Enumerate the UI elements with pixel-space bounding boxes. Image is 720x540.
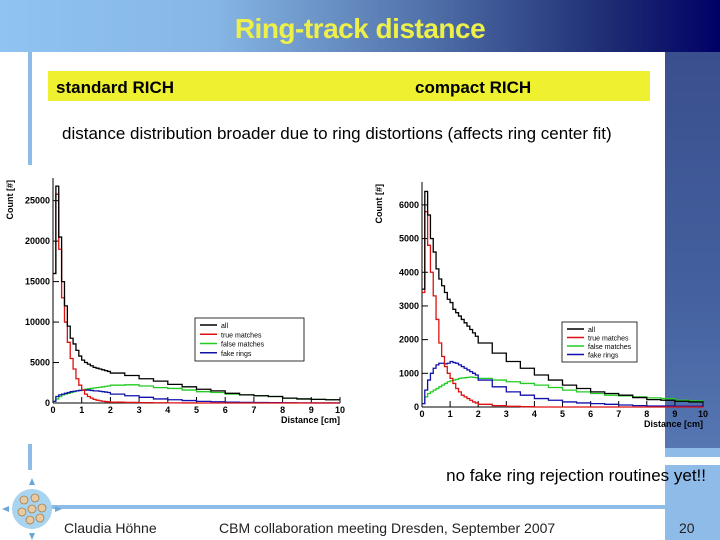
- right-decor-bar: [665, 448, 720, 457]
- footer-event: CBM collaboration meeting Dresden, Septe…: [219, 520, 556, 536]
- page-number: 20: [679, 520, 695, 536]
- y-tick-label: 1000: [399, 368, 419, 378]
- x-tick-label: 4: [532, 409, 537, 419]
- footer-divider: [45, 505, 665, 509]
- label-compact-rich: compact RICH: [415, 78, 532, 97]
- legend-label: true matches: [221, 332, 262, 339]
- x-axis-label: Distance [cm]: [644, 419, 703, 429]
- histogram-all: [422, 190, 703, 403]
- y-tick-label: 5000: [30, 358, 50, 368]
- legend-label: fake rings: [221, 351, 252, 358]
- histogram-fake-rings: [422, 360, 703, 407]
- x-tick-label: 3: [137, 405, 142, 415]
- chart-standard-rich: 0 1 2 3 4 5 6 7 8 9 10 0 5000 10000 15000 20000 25000 Dis…: [5, 178, 345, 425]
- x-tick-label: 2: [108, 405, 113, 415]
- x-tick-label: 3: [504, 409, 509, 419]
- x-tick-label: 1: [79, 405, 84, 415]
- legend-label: all: [221, 323, 228, 330]
- x-tick-label: 8: [644, 409, 649, 419]
- histogram-all: [53, 185, 340, 401]
- x-tick-label: 4: [165, 405, 170, 415]
- y-tick-label: 15000: [25, 277, 50, 287]
- y-tick-label: 2000: [399, 335, 419, 345]
- x-axis-label: Distance [cm]: [281, 415, 340, 425]
- x-tick-label: 5: [560, 409, 565, 419]
- footer-author: Claudia Höhne: [64, 520, 157, 536]
- legend-label: true matches: [588, 336, 629, 343]
- label-band: [48, 71, 650, 101]
- legend-label: false matches: [221, 342, 265, 349]
- x-tick-label: 2: [476, 409, 481, 419]
- histogram-true-matches: [53, 193, 340, 404]
- legend-label: fake rings: [588, 353, 619, 360]
- y-tick-label: 6000: [399, 200, 419, 210]
- y-axis-label: Count [#]: [5, 180, 15, 220]
- title-bar: Ring-track distance: [0, 0, 720, 52]
- label-standard-rich: standard RICH: [56, 78, 175, 97]
- y-axis-label: Count [#]: [374, 184, 384, 224]
- y-tick-label: 0: [414, 402, 419, 412]
- x-tick-label: 7: [251, 405, 256, 415]
- x-tick-label: 9: [672, 409, 677, 419]
- legend-label: false matches: [588, 344, 632, 351]
- x-tick-label: 0: [50, 405, 55, 415]
- y-tick-label: 20000: [25, 236, 50, 246]
- y-tick-label: 25000: [25, 196, 50, 206]
- left-decor-line: [28, 444, 32, 470]
- x-tick-label: 6: [588, 409, 593, 419]
- y-tick-label: 4000: [399, 267, 419, 277]
- x-tick-label: 5: [194, 405, 199, 415]
- left-decor-line: [28, 52, 32, 165]
- slide-title: Ring-track distance: [234, 13, 486, 44]
- y-tick-label: 0: [45, 398, 50, 408]
- x-tick-label: 10: [698, 409, 708, 419]
- x-tick-label: 9: [309, 405, 314, 415]
- x-tick-label: 0: [419, 409, 424, 419]
- right-decor-bar: [665, 52, 720, 448]
- x-tick-label: 10: [335, 405, 345, 415]
- right-decor-bar: [665, 465, 720, 540]
- histogram-true-matches: [422, 210, 703, 408]
- y-tick-label: 5000: [399, 234, 419, 244]
- x-tick-label: 8: [280, 405, 285, 415]
- x-tick-label: 6: [223, 405, 228, 415]
- x-tick-label: 1: [448, 409, 453, 419]
- y-tick-label: 10000: [25, 317, 50, 327]
- y-tick-label: 3000: [399, 301, 419, 311]
- note-text: no fake ring rejection routines yet!!: [446, 466, 706, 485]
- legend-label: all: [588, 327, 595, 334]
- description-text: distance distribution broader due to rin…: [62, 124, 612, 143]
- chart-compact-rich: 0 1 2 3 4 5 6 7 8 9 10 0 1000 2000 3000 4000 5000 6000 Dis…: [374, 182, 708, 429]
- cbm-logo: [2, 478, 62, 540]
- x-tick-label: 7: [616, 409, 621, 419]
